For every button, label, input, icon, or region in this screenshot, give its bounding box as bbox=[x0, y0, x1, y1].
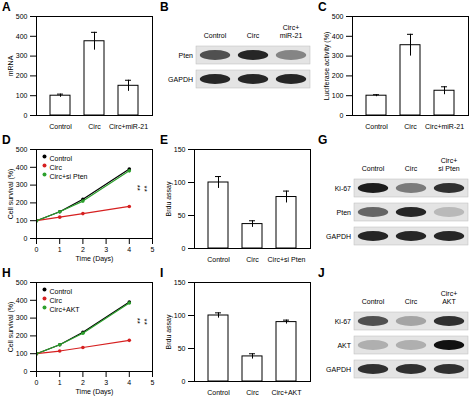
svg-text:0: 0 bbox=[35, 379, 39, 386]
svg-text:Brdu assay: Brdu assay bbox=[165, 314, 173, 350]
svg-text:100: 100 bbox=[16, 92, 28, 99]
svg-text:200: 200 bbox=[16, 332, 28, 339]
svg-text:400: 400 bbox=[16, 33, 28, 40]
svg-text:Circ: Circ bbox=[50, 297, 63, 304]
svg-text:4: 4 bbox=[127, 379, 131, 386]
svg-text:100: 100 bbox=[332, 92, 344, 99]
svg-text:AKT: AKT bbox=[337, 342, 351, 349]
html-text:C: C bbox=[318, 0, 327, 14]
svg-text:Circ+miR-21: Circ+miR-21 bbox=[109, 123, 148, 130]
svg-text:Circ+si Pten: Circ+si Pten bbox=[268, 256, 306, 263]
svg-text:0: 0 bbox=[340, 112, 344, 119]
svg-text:**: ** bbox=[140, 186, 149, 192]
svg-text:500: 500 bbox=[332, 13, 344, 20]
svg-text:500: 500 bbox=[16, 279, 28, 286]
html-text:I: I bbox=[160, 266, 164, 280]
svg-text:Ki-67: Ki-67 bbox=[335, 318, 351, 325]
svg-text:Control: Control bbox=[204, 32, 227, 39]
svg-text:0: 0 bbox=[24, 112, 28, 119]
svg-text:Cell survival (%): Cell survival (%) bbox=[7, 302, 15, 353]
svg-text:2: 2 bbox=[81, 246, 85, 253]
svg-text:3: 3 bbox=[104, 246, 108, 253]
svg-text:100: 100 bbox=[16, 217, 28, 224]
svg-text:Circ+AKT: Circ+AKT bbox=[271, 389, 302, 396]
svg-text:Circ: Circ bbox=[88, 123, 101, 130]
svg-text:Circ: Circ bbox=[405, 298, 418, 305]
html-text:J: J bbox=[318, 266, 325, 280]
svg-text:100: 100 bbox=[174, 312, 186, 319]
html-text:G: G bbox=[318, 133, 328, 147]
svg-text:Control: Control bbox=[50, 155, 73, 162]
svg-text:Circ: Circ bbox=[246, 256, 259, 263]
svg-text:50: 50 bbox=[178, 212, 186, 219]
svg-text:400: 400 bbox=[16, 164, 28, 171]
svg-text:200: 200 bbox=[16, 199, 28, 206]
svg-text:Control: Control bbox=[362, 298, 385, 305]
svg-text:Circ+AKT: Circ+AKT bbox=[441, 290, 458, 305]
svg-text:200: 200 bbox=[16, 72, 28, 79]
svg-text:0: 0 bbox=[182, 378, 186, 385]
svg-text:Circ+AKT: Circ+AKT bbox=[50, 306, 81, 313]
svg-text:50: 50 bbox=[178, 345, 186, 352]
svg-text:GAPDH: GAPDH bbox=[168, 76, 193, 83]
html-text:E: E bbox=[160, 133, 168, 147]
svg-text:Circ+si Pten: Circ+si Pten bbox=[50, 173, 88, 180]
svg-text:0: 0 bbox=[24, 368, 28, 375]
svg-text:Control: Control bbox=[207, 389, 230, 396]
svg-text:Control: Control bbox=[50, 288, 73, 295]
svg-text:Circ+miR-21: Circ+miR-21 bbox=[280, 24, 303, 39]
svg-text:3: 3 bbox=[104, 379, 108, 386]
svg-text:500: 500 bbox=[16, 146, 28, 153]
html-text:H: H bbox=[2, 266, 11, 280]
svg-text:100: 100 bbox=[16, 350, 28, 357]
svg-text:Circ: Circ bbox=[247, 32, 260, 39]
svg-text:mRNA: mRNA bbox=[7, 55, 14, 76]
svg-text:2: 2 bbox=[81, 379, 85, 386]
svg-text:Luciferase activity (%): Luciferase activity (%) bbox=[323, 32, 331, 100]
svg-text:0: 0 bbox=[35, 246, 39, 253]
svg-text:1: 1 bbox=[58, 246, 62, 253]
svg-text:Time (Days): Time (Days) bbox=[76, 255, 114, 263]
svg-text:1: 1 bbox=[58, 379, 62, 386]
svg-text:400: 400 bbox=[16, 297, 28, 304]
svg-text:Pten: Pten bbox=[337, 209, 352, 216]
svg-text:Cell survival (%): Cell survival (%) bbox=[7, 169, 15, 220]
svg-text:0: 0 bbox=[24, 235, 28, 242]
html-text:A: A bbox=[2, 0, 11, 14]
svg-text:400: 400 bbox=[332, 33, 344, 40]
svg-text:5: 5 bbox=[151, 246, 155, 253]
svg-text:Brdu assay: Brdu assay bbox=[165, 181, 173, 217]
svg-text:200: 200 bbox=[332, 72, 344, 79]
svg-text:Control: Control bbox=[365, 123, 388, 130]
svg-text:300: 300 bbox=[332, 52, 344, 59]
svg-text:Pten: Pten bbox=[179, 52, 194, 59]
svg-text:Circ: Circ bbox=[246, 389, 259, 396]
svg-text:5: 5 bbox=[151, 379, 155, 386]
svg-text:GAPDH: GAPDH bbox=[326, 366, 351, 373]
svg-text:0: 0 bbox=[182, 245, 186, 252]
svg-text:150: 150 bbox=[174, 279, 186, 286]
svg-text:Control: Control bbox=[49, 123, 72, 130]
svg-text:300: 300 bbox=[16, 52, 28, 59]
svg-text:GAPDH: GAPDH bbox=[326, 233, 351, 240]
svg-text:Circ: Circ bbox=[405, 165, 418, 172]
svg-text:Circ: Circ bbox=[50, 164, 63, 171]
svg-text:300: 300 bbox=[16, 181, 28, 188]
svg-text:4: 4 bbox=[127, 246, 131, 253]
svg-text:Ki-67: Ki-67 bbox=[335, 185, 351, 192]
svg-text:Circ+si Pten: Circ+si Pten bbox=[438, 157, 460, 172]
svg-text:Control: Control bbox=[362, 165, 385, 172]
svg-text:150: 150 bbox=[174, 146, 186, 153]
svg-text:100: 100 bbox=[174, 179, 186, 186]
html-text:D: D bbox=[2, 133, 11, 147]
svg-text:500: 500 bbox=[16, 13, 28, 20]
svg-text:Circ: Circ bbox=[404, 123, 417, 130]
svg-text:Time (Days): Time (Days) bbox=[76, 388, 114, 396]
html-text:B: B bbox=[160, 0, 169, 14]
svg-text:300: 300 bbox=[16, 314, 28, 321]
svg-text:Circ+miR-21: Circ+miR-21 bbox=[425, 123, 464, 130]
svg-text:Control: Control bbox=[207, 256, 230, 263]
svg-text:**: ** bbox=[140, 319, 149, 325]
